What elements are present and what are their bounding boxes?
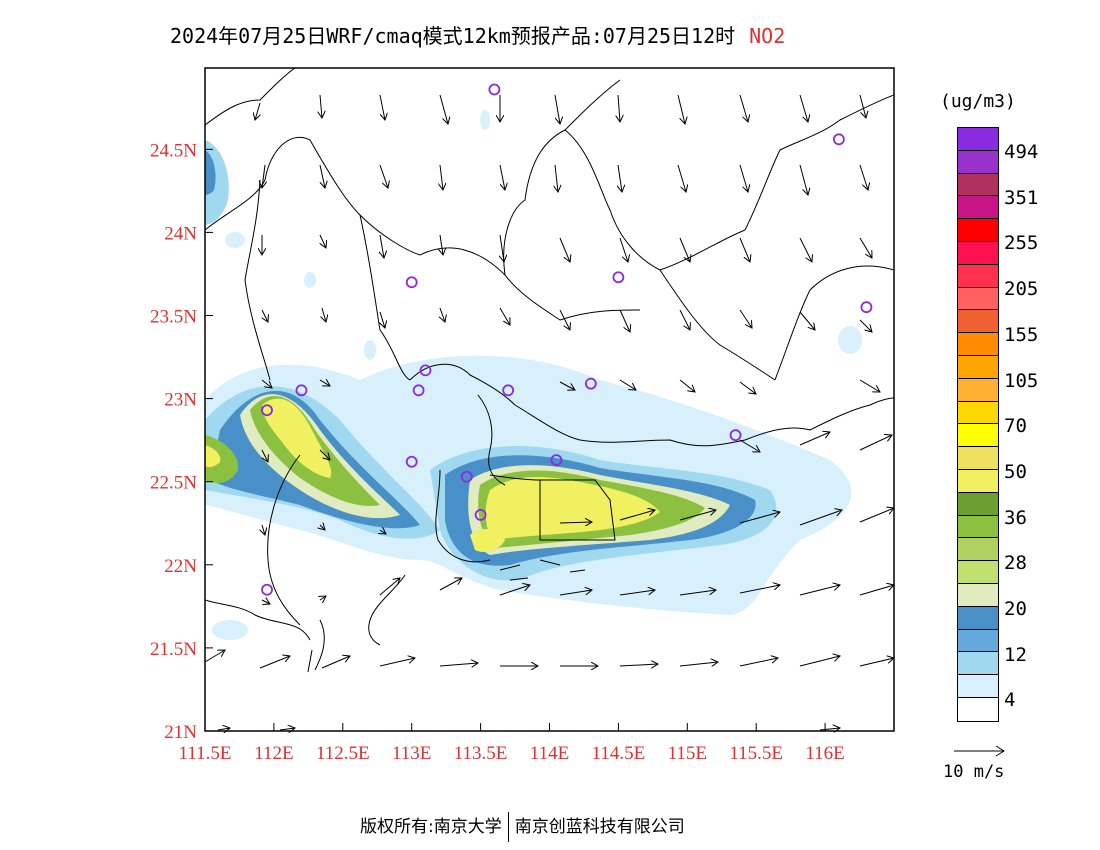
colorbar-label: 28 (1004, 552, 1027, 575)
copyright-right: 南京创蓝科技有限公司 (514, 817, 685, 837)
concentration-field (205, 110, 862, 640)
colorbar-swatch (958, 173, 998, 197)
colorbar-swatch (958, 333, 998, 356)
colorbar-unit: (ug/m3) (940, 91, 1016, 112)
wind-key-arrow (954, 745, 1005, 757)
colorbar-swatch (958, 150, 998, 174)
title-main: 2024年07月25日WRF/cmaq模式12km预报产品:07月25日12时 (170, 24, 736, 48)
colorbar-swatch (958, 355, 998, 379)
colorbar-swatch (958, 264, 998, 288)
lon-label: 114E (530, 743, 569, 764)
site-marker (502, 384, 515, 397)
lat-label: 24N (164, 223, 197, 244)
lon-label: 112.5E (316, 743, 370, 764)
colorbar-swatch (958, 128, 998, 151)
axis-ticks: 111.5E 112E 112.5E 113E 113.5E 114E 114.5E 115E… (150, 140, 845, 764)
footer-divider (507, 812, 509, 842)
site-marker (832, 133, 845, 146)
colorbar-swatch (958, 401, 998, 425)
copyright-left: 版权所有:南京大学 (360, 817, 502, 837)
colorbar-swatch (958, 310, 998, 334)
colorbar-label: 12 (1004, 643, 1027, 666)
copyright-footer: 版权所有:南京大学 南京创蓝科技有限公司 (360, 812, 685, 842)
colorbar-swatch (958, 469, 998, 493)
colorbar-swatch (958, 219, 998, 242)
colorbar-label: 494 (1004, 141, 1039, 163)
colorbar-swatch (958, 652, 998, 676)
lon-label: 112E (254, 743, 293, 764)
lon-label: 116E (805, 743, 844, 764)
colorbar-swatch (958, 561, 998, 584)
lon-label: 114.5E (592, 743, 646, 764)
colorbar-swatch (958, 583, 998, 607)
colorbar-label: 105 (1004, 369, 1039, 392)
site-marker (584, 377, 597, 390)
lat-label: 22.5N (150, 473, 197, 494)
site-marker (474, 509, 487, 521)
site-marker (860, 301, 873, 314)
colorbar-label: 50 (1004, 460, 1027, 483)
boundary-lines (205, 68, 894, 673)
site-marker (612, 271, 625, 284)
colorbar-swatch (958, 378, 998, 402)
colorbar-swatch (958, 515, 998, 539)
monitoring-sites (261, 83, 873, 596)
lat-label: 24.5N (150, 140, 197, 161)
species-label: NO2 (749, 24, 786, 48)
colorbar-label: 20 (1004, 598, 1027, 620)
colorbar-swatch (958, 196, 998, 220)
colorbar-label: 70 (1004, 415, 1027, 438)
site-marker (488, 83, 501, 96)
lon-label: 115E (668, 743, 707, 764)
site-marker (412, 384, 425, 397)
colorbar-label: 4 (1004, 689, 1016, 712)
lat-label: 23N (164, 390, 197, 411)
lon-label: 111.5E (179, 743, 232, 764)
lat-label: 21N (164, 722, 197, 743)
lat-label: 21.5N (150, 639, 197, 660)
colorbar-label: 255 (1004, 232, 1039, 255)
colorbar-swatch (958, 606, 998, 630)
colorbar-swatch (958, 675, 998, 698)
chart-title: 2024年07月25日WRF/cmaq模式12km预报产品:07月25日12时 N… (170, 20, 785, 49)
colorbar-swatch (958, 629, 998, 653)
lat-label: 22N (164, 556, 197, 577)
colorbar-label: 351 (1004, 186, 1039, 209)
wind-vectors (204, 94, 894, 730)
colorbar-swatch (958, 538, 998, 562)
site-marker (405, 455, 418, 468)
site-marker (550, 454, 563, 466)
colorbar-swatch (958, 697, 998, 721)
site-marker (460, 470, 473, 483)
site-marker (295, 384, 308, 397)
site-marker (405, 276, 418, 289)
site-marker (419, 364, 432, 377)
colorbar-label: 205 (1004, 278, 1039, 301)
wind-key-label: 10 m/s (943, 762, 1005, 782)
site-marker (729, 429, 742, 442)
colorbar-label: 155 (1004, 323, 1039, 346)
colorbar-swatch (958, 424, 998, 448)
lon-label: 113.5E (454, 743, 508, 764)
lon-label: 115.5E (729, 743, 783, 764)
colorbar-swatch (958, 447, 998, 470)
site-marker (261, 404, 273, 417)
site-marker (261, 583, 273, 596)
colorbar-swatch (958, 287, 998, 311)
colorbar-label: 36 (1004, 506, 1027, 529)
lat-label: 23.5N (150, 307, 197, 328)
lon-label: 113E (392, 743, 431, 764)
colorbar-swatch (958, 492, 998, 516)
colorbar (957, 127, 999, 722)
colorbar-swatch (958, 241, 998, 265)
